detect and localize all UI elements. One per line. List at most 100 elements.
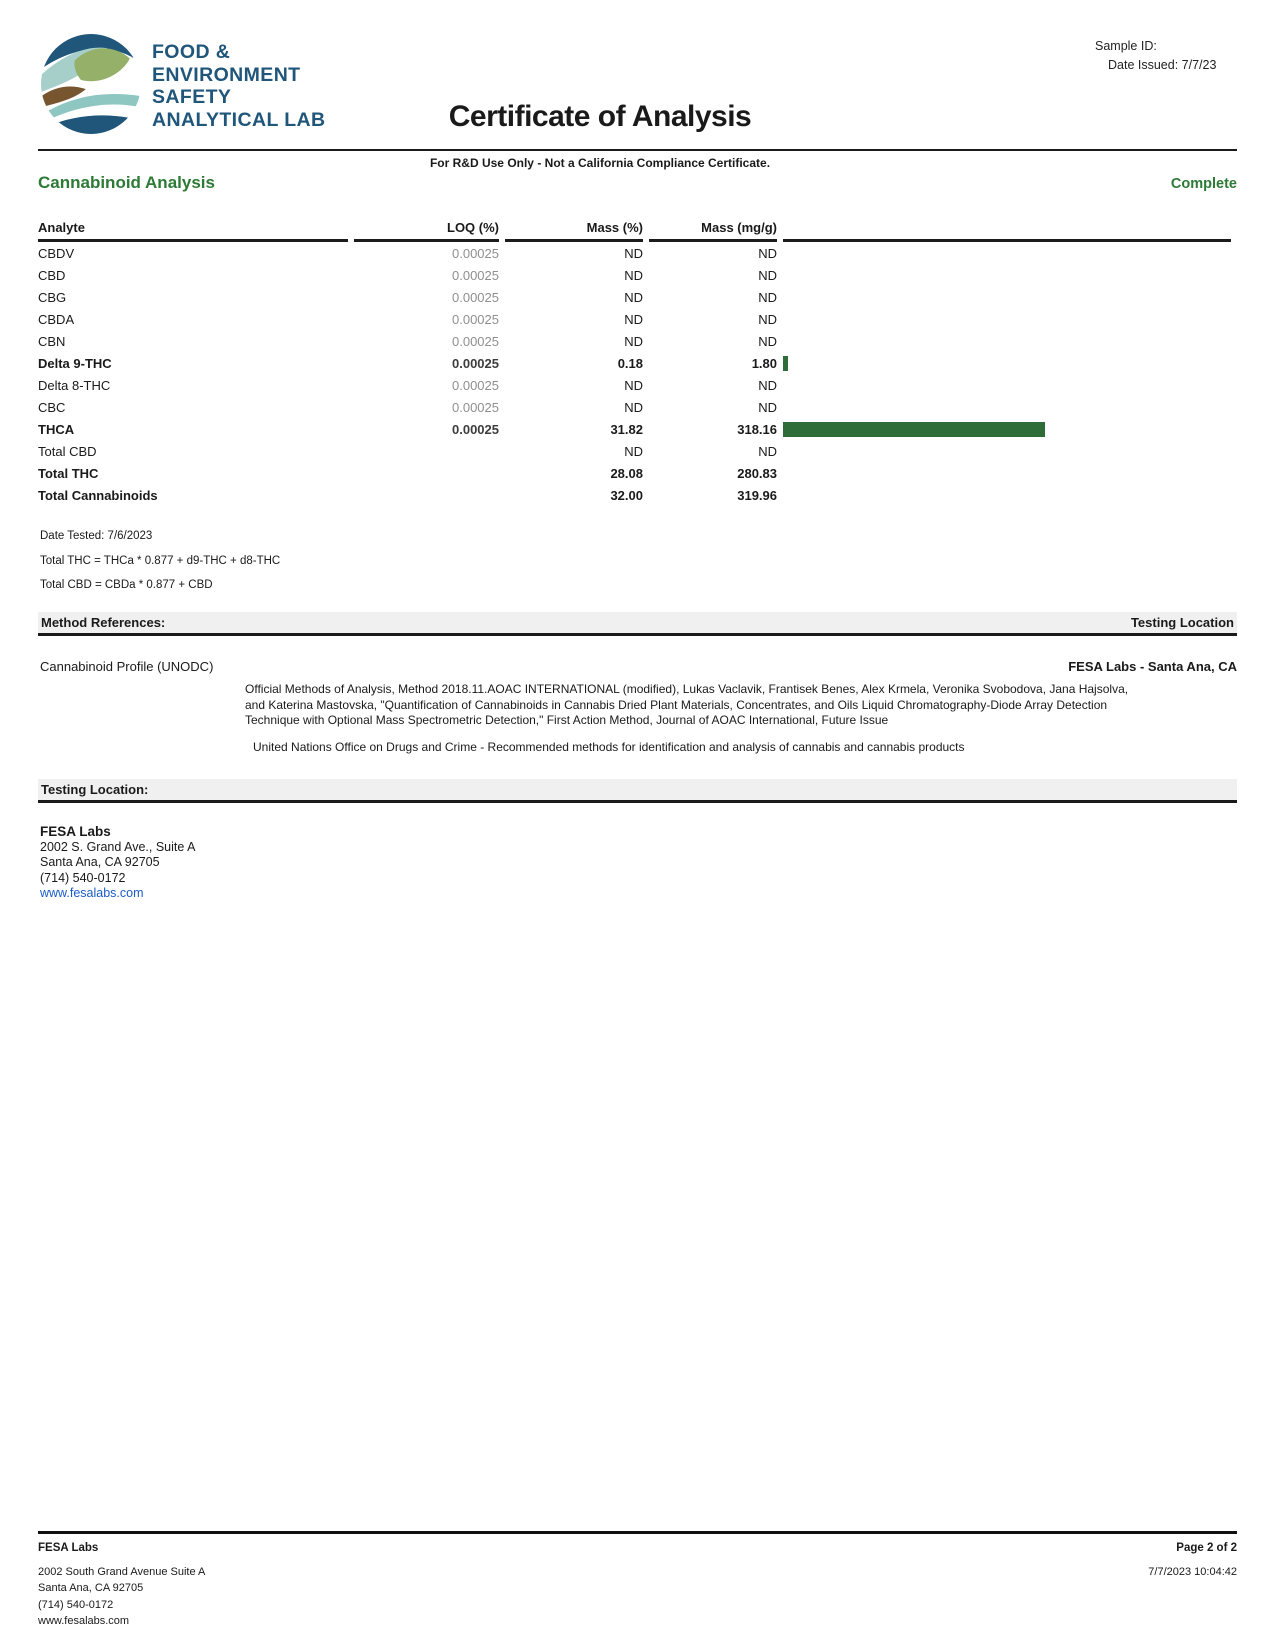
lab-name: FESA Labs [40,824,111,839]
testing-location-column-label: Testing Location [1130,615,1234,630]
footer-lab-info: FESA Labs 2002 South Grand Avenue Suite … [38,1540,205,1630]
print-datetime: 7/7/2023 10:04:42 [1148,1565,1237,1578]
cell-bar [783,462,1231,484]
mass-bar [783,355,788,371]
col-header-loq: LOQ (%) [354,218,499,242]
testing-location-band: Testing Location: [38,779,1237,803]
cannabinoid-table-wrap: Analyte LOQ (%) Mass (%) Mass (mg/g) CBD… [32,218,1237,506]
table-row: Delta 9-THC 0.00025 0.18 1.80 [38,352,1231,374]
lab-phone: (714) 540-0172 [40,870,126,885]
status-badge: Complete [1170,176,1237,192]
cell-mass-mgg: ND [758,245,777,261]
table-row: THCA 0.00025 31.82 318.16 [38,418,1231,440]
cell-mass-pct: ND [624,245,643,261]
cell-analyte: Total CBD [38,443,97,459]
cell-mass-pct: ND [624,333,643,349]
cell-mass-mgg: 318.16 [737,421,777,437]
cannabinoid-table: Analyte LOQ (%) Mass (%) Mass (mg/g) CBD… [32,218,1237,506]
cell-mass-pct: 32.00 [610,487,643,503]
footer-address-line1: 2002 South Grand Avenue Suite A [38,1565,206,1578]
logo-line-1: FOOD & [152,41,231,63]
testing-location-value: FESA Labs - Santa Ana, CA [1068,659,1237,674]
cell-loq: 0.00025 [452,355,499,371]
mass-bar [783,421,1045,437]
cell-analyte: Delta 8-THC [38,377,111,393]
cell-loq [354,462,499,484]
method-profile-row: Cannabinoid Profile (UNODC) FESA Labs - … [40,659,1237,674]
cell-mass-pct: 31.82 [610,421,643,437]
col-header-bar [783,218,1231,242]
sample-id-label: Sample ID: [1095,39,1157,53]
lab-logo-text: FOOD & ENVIRONMENT SAFETY ANALYTICAL LAB [152,41,326,135]
cell-loq [354,484,499,506]
cell-analyte: CBN [38,333,66,349]
cell-bar [783,440,1231,462]
cell-bar [783,418,1231,440]
cannabinoid-table-body: CBDV 0.00025 ND ND CBD 0.00025 ND ND CBG 0.00025 N… [38,242,1231,506]
table-row: Total THC 28.08 280.83 [38,462,1231,484]
cell-loq: 0.00025 [452,267,499,283]
table-row: Total CBD ND ND [38,440,1231,462]
cell-analyte: Delta 9-THC [38,355,112,371]
cell-loq: 0.00025 [452,333,499,349]
cell-mass-mgg: ND [758,267,777,283]
cell-mass-mgg: ND [758,377,777,393]
cell-bar [783,352,1231,374]
cell-analyte: THCA [38,421,75,437]
total-thc-formula: Total THC = THCa * 0.877 + d9-THC + d8-T… [40,554,281,567]
table-row: CBDA 0.00025 ND ND [38,308,1231,330]
table-row: CBN 0.00025 ND ND [38,330,1231,352]
logo-line-4: ANALYTICAL LAB [152,108,326,131]
table-row: CBG 0.00025 ND ND [38,286,1231,308]
table-header-row: Analyte LOQ (%) Mass (%) Mass (mg/g) [38,218,1231,242]
cell-loq: 0.00025 [452,289,499,305]
cell-loq: 0.00025 [452,311,499,327]
date-issued: Date Issued: 7/7/23 [1108,58,1217,72]
cell-bar [783,242,1231,264]
rd-use-tagline: For R&D Use Only - Not a California Comp… [429,156,771,170]
cell-loq: 0.00025 [452,399,499,415]
cell-bar [783,264,1231,286]
unodc-reference-text: United Nations Office on Drugs and Crime… [253,740,965,754]
sample-info: Sample ID: Date Issued: 7/7/23 [1095,37,1216,75]
cell-analyte: Total Cannabinoids [38,487,158,503]
lab-website-link[interactable]: www.fesalabs.com [40,886,144,900]
total-cbd-formula: Total CBD = CBDa * 0.877 + CBD [40,579,213,591]
lab-address-line2: Santa Ana, CA 92705 [40,855,160,869]
footer-lab-name: FESA Labs [38,1542,99,1554]
cell-mass-mgg: 280.83 [737,465,777,481]
testing-location-label: Testing Location: [41,782,149,797]
lab-logo-icon [41,34,141,134]
cell-analyte: CBC [38,399,66,415]
footer-phone: (714) 540-0172 [38,1598,114,1611]
cell-mass-pct: ND [624,377,643,393]
cell-analyte: CBG [38,289,67,305]
cell-mass-mgg: ND [758,333,777,349]
cell-analyte: CBDV [38,245,75,261]
table-row: CBDV 0.00025 ND ND [38,242,1231,264]
testing-lab-block: FESA Labs 2002 S. Grand Ave., Suite A Sa… [40,824,195,902]
method-reference-text: Official Methods of Analysis, Method 201… [245,682,1129,727]
cell-loq: 0.00025 [452,245,499,261]
cell-mass-pct: 28.08 [610,465,643,481]
cell-mass-pct: ND [624,289,643,305]
cell-analyte: CBD [38,267,66,283]
cell-mass-mgg: ND [758,443,777,459]
cell-bar [783,374,1231,396]
footer-address-line2: Santa Ana, CA 92705 [38,1582,144,1594]
cell-loq: 0.00025 [452,377,499,393]
profile-label: Cannabinoid Profile (UNODC) [40,659,214,674]
cell-mass-pct: ND [624,443,643,459]
cell-bar [783,330,1231,352]
table-row: CBD 0.00025 ND ND [38,264,1231,286]
logo-line-2: ENVIRONMENT [152,63,301,86]
cell-mass-mgg: ND [758,311,777,327]
lab-logo: FOOD & ENVIRONMENT SAFETY ANALYTICAL LAB [40,33,326,135]
cell-mass-mgg: ND [758,399,777,415]
cell-analyte: Total THC [38,465,99,481]
lab-address-line1: 2002 S. Grand Ave., Suite A [40,839,196,854]
cell-mass-pct: ND [624,399,643,415]
method-references-band: Method References: Testing Location [38,612,1237,636]
analysis-section-head: Cannabinoid Analysis Complete [38,173,1237,193]
